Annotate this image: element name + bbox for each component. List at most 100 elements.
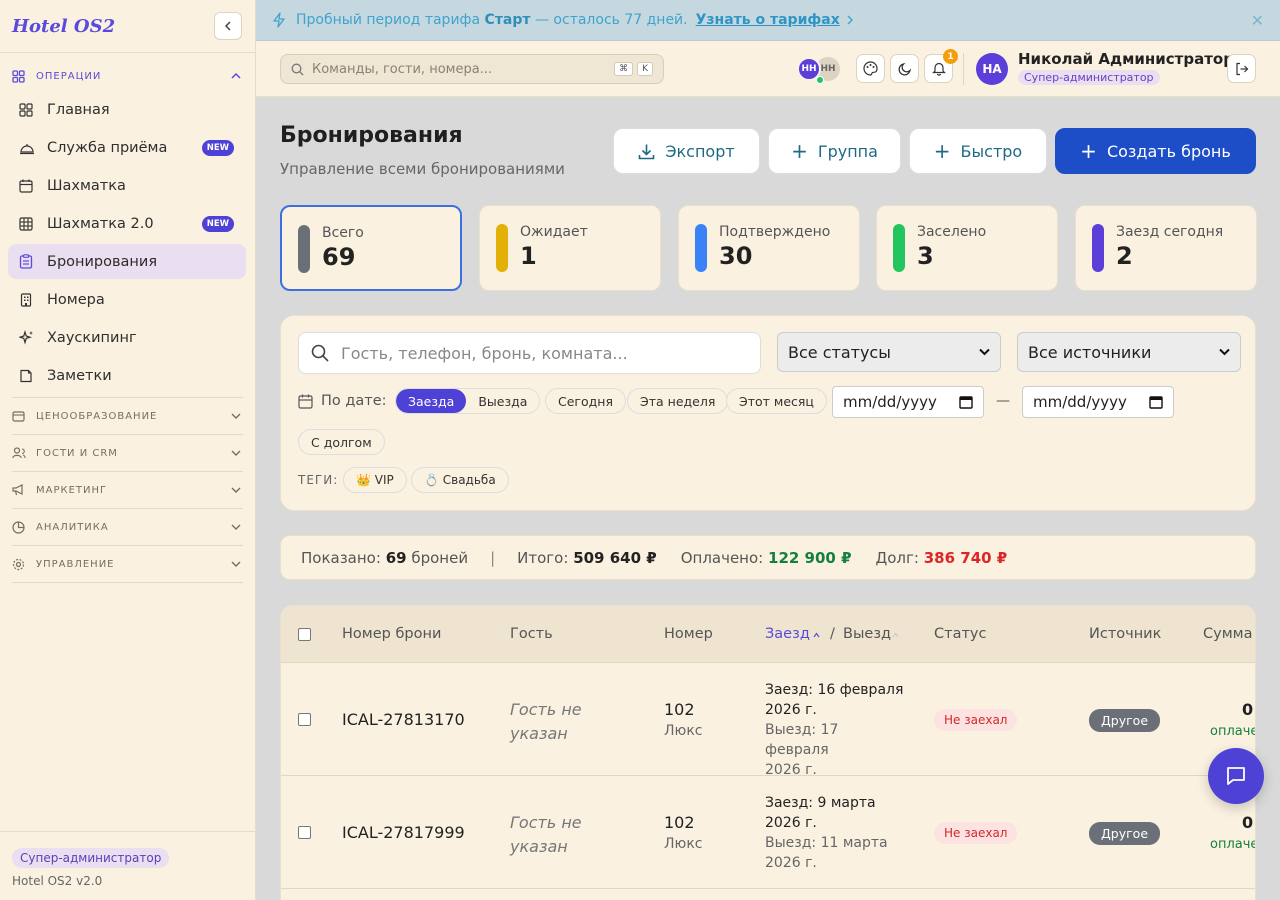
search-placeholder: Команды, гости, номера... <box>312 61 493 77</box>
quick-booking-button[interactable]: + Быстро <box>909 128 1047 174</box>
stay-dates: Заезд: 9 марта 2026 г. Выезд: 11 марта 2… <box>765 793 905 873</box>
checkout-date: Выезд: 17 февраля <box>765 722 839 758</box>
source-select[interactable]: Все источники <box>1017 332 1241 372</box>
group-booking-button[interactable]: + Группа <box>768 128 901 174</box>
sidebar-item-housekeeping[interactable]: Хаускипинг <box>8 320 246 355</box>
sidebar-item-home[interactable]: Главная <box>8 92 246 127</box>
topbar: Команды, гости, номера... ⌘ K НН НН 1 НА… <box>256 41 1280 97</box>
date-from-placeholder: mm/dd/yyyy <box>843 393 937 411</box>
divider <box>12 582 243 583</box>
booking-search-input[interactable]: Гость, телефон, бронь, комната... <box>298 332 761 374</box>
note-icon <box>20 369 32 382</box>
main-content: Бронирования Управление всеми бронирован… <box>256 97 1280 900</box>
logout-button[interactable] <box>1227 54 1256 83</box>
sidebar-item-notes[interactable]: Заметки <box>8 358 246 393</box>
stat-label: Заселено <box>917 224 987 240</box>
section-pricing[interactable]: ЦЕНООБРАЗОВАНИЕ <box>0 398 255 434</box>
stat-value: 1 <box>520 242 537 270</box>
theme-palette-button[interactable] <box>856 54 885 83</box>
col-checkin-sort[interactable]: Заезд <box>765 626 810 642</box>
toggle-checkout[interactable]: Выезда <box>478 393 528 409</box>
online-user-avatar[interactable]: НН <box>797 57 821 81</box>
row-checkbox[interactable] <box>298 826 311 839</box>
booking-number[interactable]: ICAL-27813170 <box>342 710 465 729</box>
calendar-icon <box>19 179 33 193</box>
sidebar-item-frontdesk[interactable]: Служба приёма NEW <box>8 130 246 165</box>
plus-icon: + <box>1080 139 1097 163</box>
section-title: АНАЛИТИКА <box>36 521 109 533</box>
sidebar-item-bookings[interactable]: Бронирования <box>8 244 246 279</box>
notifications-button[interactable]: 1 <box>924 49 958 83</box>
stay-dates: Заезд: 16 февраля 2026 г. Выезд: 17 февр… <box>765 680 905 780</box>
stat-color-bar <box>496 224 508 272</box>
sidebar-item-chess-2[interactable]: Шахматка 2.0 NEW <box>8 206 246 241</box>
dark-mode-toggle[interactable] <box>890 54 919 83</box>
col-sum[interactable]: Сумма <box>1203 626 1253 642</box>
table-row[interactable]: ICAL-27817999 Гость не указан 102 Люкс З… <box>281 776 1255 889</box>
chip-with-debt[interactable]: С долгом <box>298 429 385 455</box>
pricing-link[interactable]: Узнать о тарифах <box>695 12 840 28</box>
chat-support-button[interactable] <box>1208 748 1264 804</box>
sidebar-item-chess[interactable]: Шахматка <box>8 168 246 203</box>
section-guests-crm[interactable]: ГОСТИ И CRM <box>0 435 255 471</box>
divider <box>12 397 243 398</box>
create-booking-button[interactable]: + Создать бронь <box>1055 128 1256 174</box>
col-guest[interactable]: Гость <box>510 626 553 642</box>
col-booking-number[interactable]: Номер брони <box>342 626 442 642</box>
divider <box>12 434 243 435</box>
booking-number[interactable]: ICAL-27817999 <box>342 823 465 842</box>
section-management[interactable]: УПРАВЛЕНИЕ <box>0 546 255 582</box>
user-avatar[interactable]: НА <box>976 53 1008 85</box>
chat-bubble-icon <box>1227 767 1245 785</box>
sidebar-item-rooms[interactable]: Номера <box>8 282 246 317</box>
toggle-checkin[interactable]: Заезда <box>396 389 467 413</box>
select-all-checkbox[interactable] <box>298 628 311 641</box>
sparkle-icon <box>19 330 33 345</box>
paid-label: Оплачено: <box>680 548 764 567</box>
date-type-toggle: Заезда Выезда <box>395 388 541 414</box>
chevron-left-icon <box>224 21 231 31</box>
section-operations[interactable]: ОПЕРАЦИИ <box>0 60 255 92</box>
stat-card-total[interactable]: Всего 69 <box>280 205 462 291</box>
section-marketing[interactable]: МАРКЕТИНГ <box>0 472 255 508</box>
shown-count: 69 <box>385 548 407 567</box>
table-row[interactable]: ICAL-27813170 Гость не указан 102 Люкс З… <box>281 663 1255 778</box>
section-analytics[interactable]: АНАЛИТИКА <box>0 509 255 545</box>
bookings-table: Номер брони Гость Номер Заезд / Выезд Ст… <box>280 605 1256 900</box>
quick-label: Быстро <box>960 141 1023 161</box>
banner-plan: Старт <box>484 12 531 28</box>
sort-icon <box>892 632 899 638</box>
export-button[interactable]: Экспорт <box>613 128 760 174</box>
row-checkbox[interactable] <box>298 713 311 726</box>
col-checkout-sort[interactable]: Выезд <box>843 626 892 642</box>
col-source[interactable]: Источник <box>1089 626 1162 642</box>
col-room[interactable]: Номер <box>664 626 713 642</box>
chip-this-month[interactable]: Этот месяц <box>726 388 827 414</box>
tag-wedding[interactable]: 💍 Свадьба <box>411 467 509 493</box>
date-to-input[interactable]: mm/dd/yyyy <box>1022 386 1174 418</box>
chip-this-week[interactable]: Эта неделя <box>627 388 729 414</box>
chip-today[interactable]: Сегодня <box>545 388 626 414</box>
stat-card-checked-in[interactable]: Заселено 3 <box>876 205 1058 291</box>
tag-vip[interactable]: 👑 VIP <box>343 467 407 493</box>
paid-amount: 122 900 ₽ <box>768 548 852 567</box>
calendar-icon <box>1149 396 1163 409</box>
close-banner-icon[interactable]: ✕ <box>1250 11 1264 30</box>
stat-card-arrivals-today[interactable]: Заезд сегодня 2 <box>1075 205 1257 291</box>
sidebar-item-label: Главная <box>47 101 110 118</box>
checkout-date: Выезд: 11 марта <box>765 835 888 851</box>
brand-logo[interactable]: Hotel OS2 <box>12 15 116 37</box>
date-from-input[interactable]: mm/dd/yyyy <box>832 386 984 418</box>
dashboard-icon <box>19 102 33 117</box>
status-select-value: Все статусы <box>788 342 891 362</box>
sidebar-item-label: Хаускипинг <box>47 329 137 346</box>
stat-card-pending[interactable]: Ожидает 1 <box>479 205 661 291</box>
status-select[interactable]: Все статусы <box>777 332 1001 372</box>
users-icon <box>12 447 26 459</box>
topbar-divider <box>963 53 964 85</box>
collapse-sidebar-button[interactable] <box>214 12 242 40</box>
kbd-cmd: ⌘ <box>614 62 634 76</box>
command-search-input[interactable]: Команды, гости, номера... ⌘ K <box>280 54 664 84</box>
col-status[interactable]: Статус <box>934 626 987 642</box>
stat-card-confirmed[interactable]: Подтверждено 30 <box>678 205 860 291</box>
